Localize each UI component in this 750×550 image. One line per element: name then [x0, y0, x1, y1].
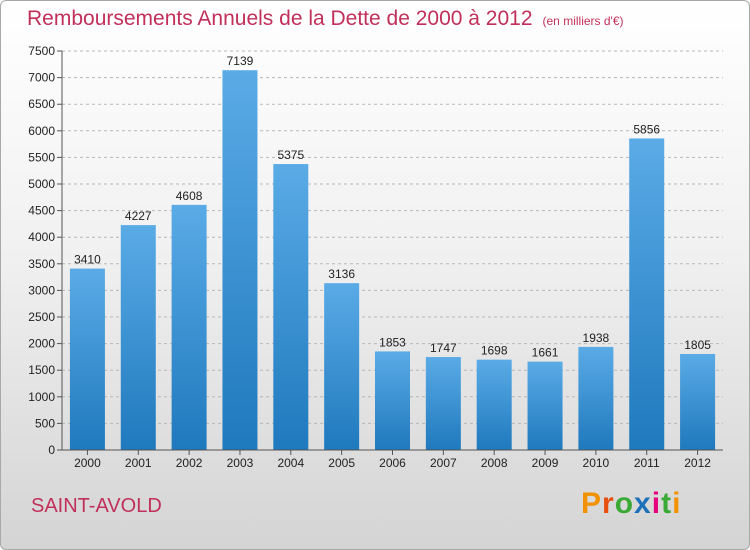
x-tick-label: 2007 — [430, 456, 457, 470]
logo-letter: i — [651, 487, 662, 520]
y-tick-label: 6000 — [28, 124, 55, 138]
bar-value-label: 3410 — [74, 253, 101, 267]
x-tick-label: 2001 — [125, 456, 152, 470]
title-unit: (en milliers d'€) — [542, 14, 624, 28]
bar-value-label: 1853 — [379, 335, 406, 349]
y-tick-label: 2000 — [28, 337, 55, 351]
bar-value-label: 4608 — [176, 189, 203, 203]
y-tick-label: 500 — [35, 416, 55, 430]
bar-value-label: 1938 — [583, 331, 610, 345]
x-tick-label: 2008 — [481, 456, 508, 470]
bar-2003 — [222, 70, 258, 450]
bar-value-label: 4227 — [125, 209, 152, 223]
logo-letter: o — [614, 487, 635, 520]
y-tick-label: 5000 — [28, 177, 55, 191]
logo-letter: t — [661, 487, 673, 520]
x-tick-label: 2009 — [532, 456, 559, 470]
y-tick-label: 4000 — [28, 230, 55, 244]
x-tick-label: 2004 — [277, 456, 304, 470]
x-tick-label: 2006 — [379, 456, 406, 470]
logo-letter: x — [634, 487, 652, 520]
bar-value-label: 1747 — [430, 341, 457, 355]
y-tick-label: 2500 — [28, 310, 55, 324]
y-tick-label: 3500 — [28, 257, 55, 271]
y-tick-label: 7500 — [28, 44, 55, 58]
y-tick-label: 6500 — [28, 97, 55, 111]
bar-2008 — [476, 359, 512, 450]
x-tick-label: 2002 — [176, 456, 203, 470]
y-tick-label: 7000 — [28, 71, 55, 85]
x-tick-label: 2011 — [634, 456, 660, 470]
bar-2000 — [69, 268, 105, 450]
logo-letter: P — [581, 487, 603, 520]
bar-value-label: 1698 — [481, 344, 508, 358]
axes: 0 500 1000 1500 2000 2500 3000 3500 4000 4500 5000… — [28, 44, 723, 470]
y-tick-label: 5500 — [28, 150, 55, 164]
logo-letter: r — [602, 487, 615, 520]
bar-value-label: 7139 — [227, 54, 254, 68]
bar-2012 — [680, 353, 716, 450]
y-tick-label: 1000 — [28, 390, 55, 404]
bar-2002 — [171, 204, 207, 450]
y-tick-label: 0 — [48, 443, 55, 457]
x-tick-label: 2005 — [328, 456, 355, 470]
bar-2009 — [527, 361, 563, 450]
bar-value-label: 3136 — [328, 267, 355, 281]
city-name: SAINT-AVOLD — [31, 495, 162, 517]
bar-value-label: 1805 — [684, 338, 711, 352]
bars: 3410 4227 4608 7139 5375 3136 1853 1747 1698 1661… — [69, 54, 716, 451]
x-tick-label: 2012 — [684, 456, 711, 470]
bar-2006 — [375, 351, 410, 450]
x-tick-label: 2000 — [74, 456, 101, 470]
logo-letter: i — [672, 487, 682, 520]
bar-2011 — [629, 138, 665, 450]
x-tick-label: 2010 — [583, 456, 610, 470]
title-main: Remboursements Annuels de la Dette de 20… — [27, 7, 533, 30]
bar-value-label: 1661 — [532, 346, 559, 360]
bar-2001 — [120, 225, 156, 450]
bar-2007 — [425, 357, 461, 450]
bar-2010 — [578, 346, 614, 450]
bar-2005 — [324, 283, 360, 450]
bar-value-label: 5375 — [277, 148, 304, 162]
y-tick-label: 3000 — [28, 283, 55, 297]
proxiti-logo: Proxiti — [581, 487, 681, 521]
bar-2004 — [273, 164, 309, 451]
x-tick-label: 2003 — [227, 456, 254, 470]
bar-value-label: 5856 — [633, 122, 660, 136]
y-tick-label: 4500 — [28, 204, 55, 218]
y-tick-label: 1500 — [28, 363, 55, 377]
chart-title: Remboursements Annuels de la Dette de 20… — [27, 7, 624, 31]
